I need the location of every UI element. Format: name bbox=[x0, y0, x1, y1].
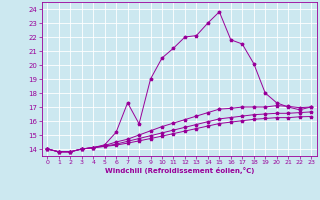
X-axis label: Windchill (Refroidissement éolien,°C): Windchill (Refroidissement éolien,°C) bbox=[105, 167, 254, 174]
